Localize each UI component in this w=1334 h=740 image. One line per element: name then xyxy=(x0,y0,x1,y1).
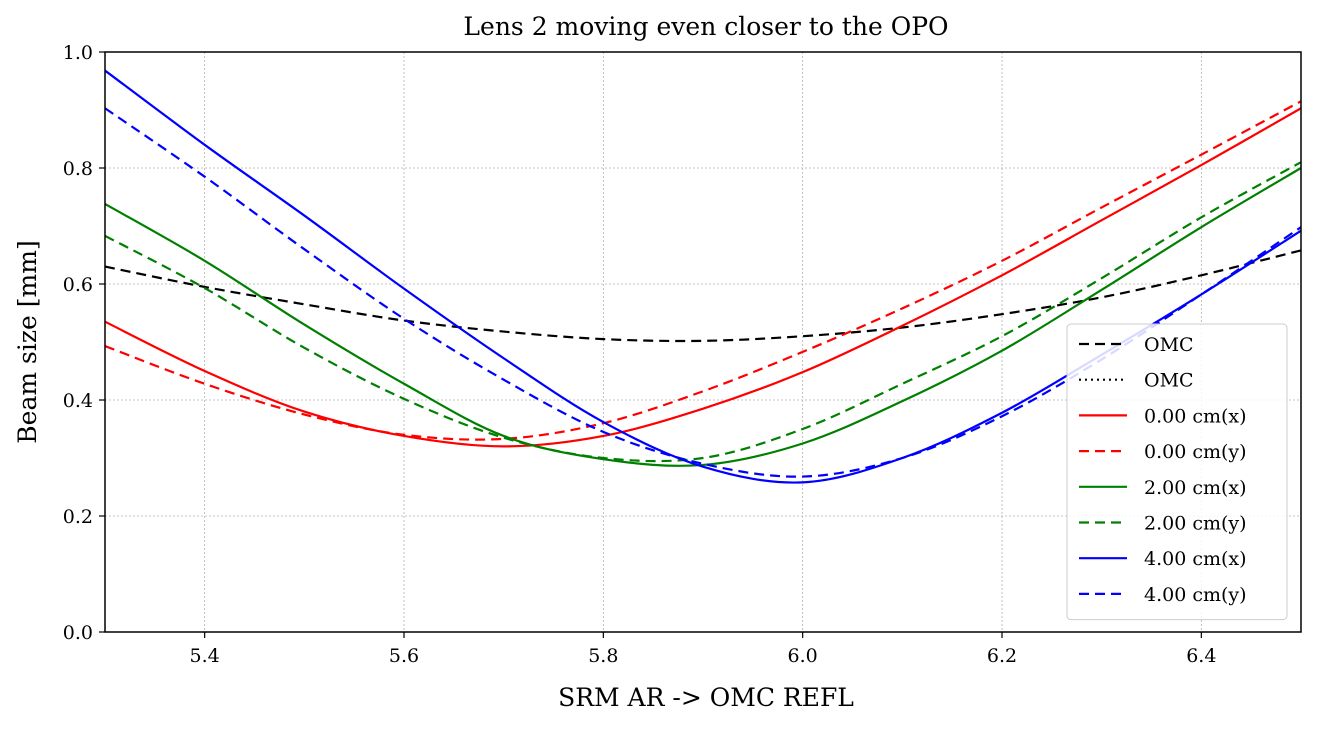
x-tick-label: 5.8 xyxy=(588,645,618,667)
legend-label: 0.00 cm(y) xyxy=(1144,441,1247,463)
legend-label: 4.00 cm(y) xyxy=(1144,584,1247,606)
y-tick-label: 0.2 xyxy=(63,506,93,528)
axis-ticks: 5.4 5.6 5.8 6.0 6.2 6.4 0.0 0.2 0.4 0.6 0.8 1.0 xyxy=(63,42,1217,667)
x-tick-label: 6.4 xyxy=(1186,645,1216,667)
legend-box xyxy=(1066,323,1288,621)
legend-label: 4.00 cm(x) xyxy=(1144,548,1247,570)
y-tick-label: 0.4 xyxy=(63,390,93,412)
y-axis-title: Beam size [mm] xyxy=(13,240,42,443)
legend-label: 0.00 cm(x) xyxy=(1144,405,1247,427)
legend-label: OMC xyxy=(1144,334,1194,356)
legend-label: 2.00 cm(x) xyxy=(1144,477,1247,499)
y-tick-label: 0.8 xyxy=(63,158,93,180)
plot-frame xyxy=(104,51,1302,633)
x-tick-label: 6.2 xyxy=(987,645,1017,667)
chart-title: Lens 2 moving even closer to the OPO xyxy=(463,12,948,41)
series-line-0-00-cm-x-solid xyxy=(104,107,1302,448)
y-tick-label: 0.0 xyxy=(63,622,93,644)
x-tick-label: 6.0 xyxy=(788,645,818,667)
x-tick-label: 5.6 xyxy=(389,645,419,667)
legend: OMC OMC 0.00 cm(x) 0.00 cm(y) 2.00 cm(x) 2.00… xyxy=(1066,323,1288,621)
series-line-2-00-cm-y-dashed xyxy=(104,161,1302,463)
series-line-0-00-cm-y-dashed xyxy=(104,100,1302,441)
series-line-2-00-cm-x-solid xyxy=(104,167,1302,467)
y-tick-label: 0.6 xyxy=(63,274,93,296)
x-axis-title: SRM AR -> OMC REFL xyxy=(558,683,854,712)
x-tick-label: 5.4 xyxy=(190,645,220,667)
legend-label: 2.00 cm(y) xyxy=(1144,513,1247,535)
y-tick-label: 1.0 xyxy=(63,42,93,64)
legend-label: OMC xyxy=(1144,370,1194,392)
